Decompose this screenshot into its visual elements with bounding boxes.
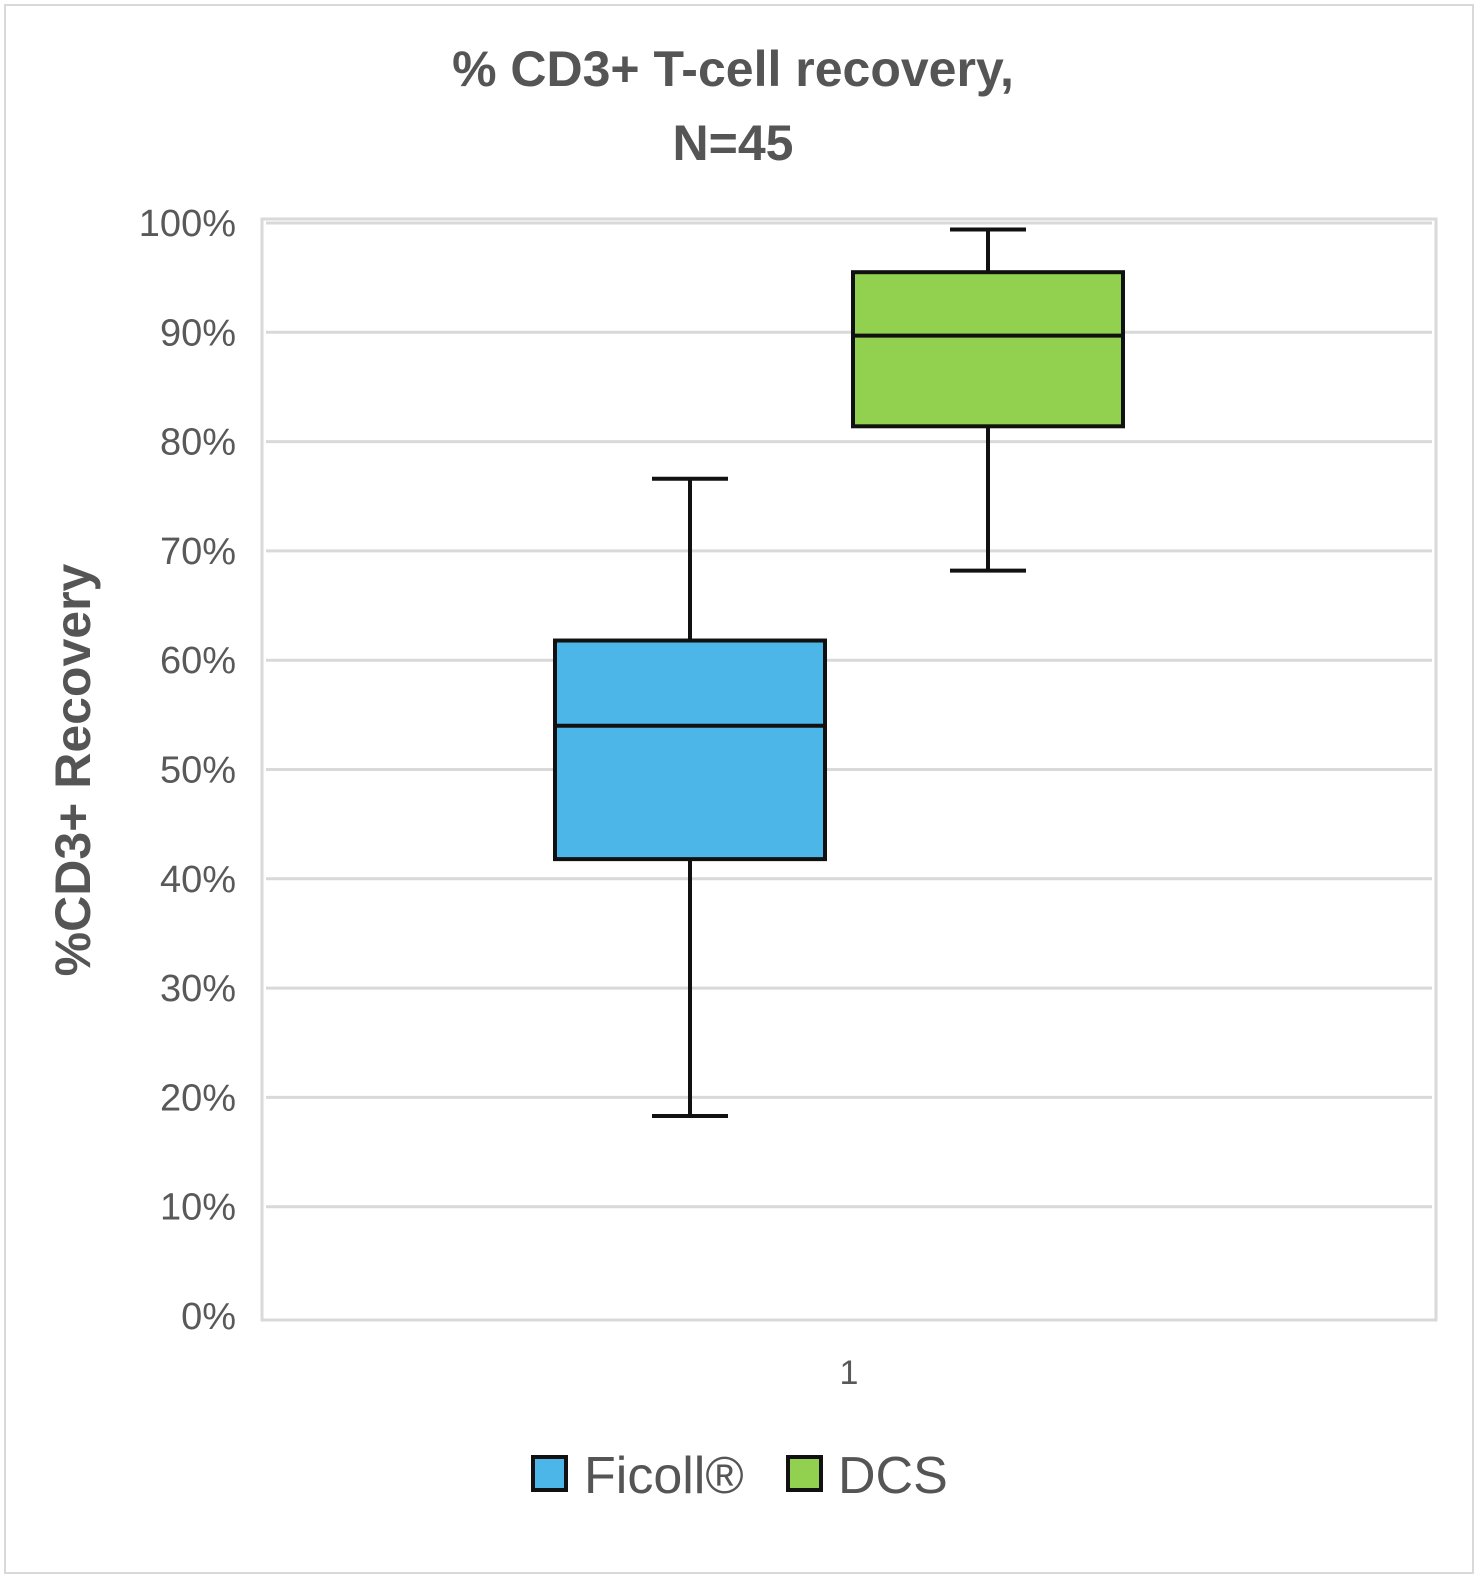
y-tick-label-90: 90% bbox=[160, 312, 236, 354]
legend-label: DCS bbox=[838, 1447, 948, 1505]
y-tick-label-50: 50% bbox=[160, 750, 236, 792]
y-tick-label-30: 30% bbox=[160, 968, 236, 1010]
legend-item-dcs: DCS bbox=[786, 1447, 948, 1505]
box-series-group bbox=[553, 227, 1125, 1118]
legend: Ficoll® DCS bbox=[531, 1447, 948, 1505]
chart-title-line-1: % CD3+ T-cell recovery, bbox=[452, 41, 1014, 97]
y-tick-label-40: 40% bbox=[160, 859, 236, 901]
legend-item-ficoll: Ficoll® bbox=[531, 1447, 744, 1505]
legend-swatch bbox=[531, 1455, 568, 1492]
y-tick-label-80: 80% bbox=[160, 422, 236, 464]
y-tick-label-70: 70% bbox=[160, 531, 236, 573]
chart-title-line-2: N=45 bbox=[673, 115, 794, 171]
interquartile-box bbox=[851, 270, 1125, 429]
box-dcs bbox=[851, 227, 1125, 573]
y-tick-label-10: 10% bbox=[160, 1187, 236, 1229]
y-tick-label-60: 60% bbox=[160, 640, 236, 682]
box-ficoll bbox=[553, 476, 827, 1118]
gridlines bbox=[266, 221, 1432, 1209]
legend-label: Ficoll® bbox=[584, 1447, 744, 1505]
y-tick-label-0: 0% bbox=[181, 1296, 236, 1338]
legend-swatch bbox=[786, 1455, 823, 1492]
y-axis-tick-labels: 0% 10% 20% 30% 40% 50% 60% 70% 80% 90% 100% bbox=[139, 203, 236, 1338]
y-axis-label: %CD3+ Recovery bbox=[45, 563, 101, 976]
x-axis-tick-label: 1 bbox=[840, 1354, 859, 1392]
y-tick-label-100: 100% bbox=[139, 203, 236, 245]
y-tick-label-20: 20% bbox=[160, 1077, 236, 1119]
interquartile-box bbox=[553, 638, 827, 862]
chart-title: % CD3+ T-cell recovery, N=45 bbox=[452, 41, 1014, 171]
plot-area-border bbox=[260, 217, 1438, 1322]
